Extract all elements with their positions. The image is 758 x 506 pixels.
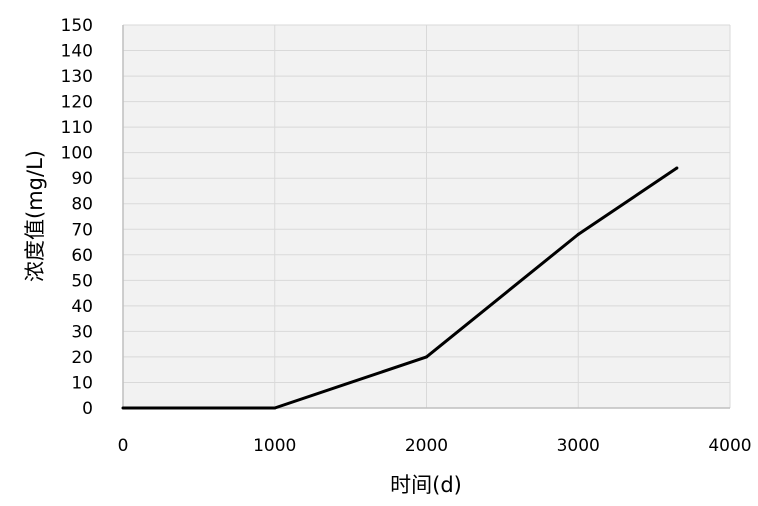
x-tick-label: 1000	[253, 436, 296, 456]
x-tick-label: 4000	[708, 436, 751, 456]
x-tick-label: 3000	[557, 436, 600, 456]
y-tick-label: 100	[61, 144, 93, 164]
y-tick-label: 20	[71, 348, 93, 368]
data-point	[675, 166, 679, 170]
y-tick-label: 50	[71, 271, 93, 291]
x-tick-label: 0	[118, 436, 129, 456]
y-tick-label: 70	[71, 220, 93, 240]
y-tick-label: 130	[61, 67, 93, 87]
y-tick-label: 40	[71, 297, 93, 317]
y-tick-label: 90	[71, 169, 93, 189]
data-point	[576, 232, 580, 236]
y-tick-label: 10	[71, 373, 93, 393]
x-tick-label: 2000	[405, 436, 448, 456]
y-tick-label: 60	[71, 246, 93, 266]
y-tick-label: 120	[61, 93, 93, 113]
data-point	[121, 406, 125, 410]
gridlines	[123, 24, 731, 409]
data-point	[273, 406, 277, 410]
tick-labels: 0 10 20 30 40 50 60 70 80 90 100 110 120 130 140 150 0 10…	[61, 16, 752, 456]
x-axis-label: 时间(d)	[390, 473, 462, 497]
y-tick-label: 30	[71, 322, 93, 342]
y-tick-label: 80	[71, 195, 93, 215]
data-point	[425, 355, 428, 359]
y-tick-label: 110	[61, 118, 93, 138]
series-lines	[121, 166, 679, 410]
y-tick-label: 150	[61, 16, 93, 36]
y-tick-label: 0	[82, 399, 93, 419]
y-axis-label: 浓度值(mg/L)	[23, 150, 47, 282]
y-tick-label: 140	[61, 42, 93, 62]
